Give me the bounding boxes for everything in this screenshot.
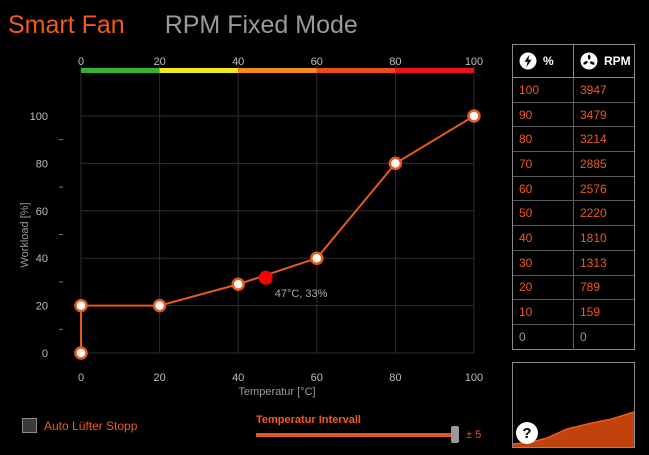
percent-cell: 60 <box>519 181 533 196</box>
x-tick-label: 20 <box>153 372 165 384</box>
current-point-marker <box>258 270 273 285</box>
current-point-label: 47°C, 33% <box>275 288 328 300</box>
rpm-cell: 159 <box>573 300 634 324</box>
temperature-scale-segment <box>159 68 239 73</box>
x-tick-label: 60 <box>311 372 323 384</box>
table-row: 40 1810 <box>513 226 634 251</box>
temperature-scale-segment <box>395 68 474 73</box>
temperature-scale-segment <box>316 68 396 73</box>
temperature-scale-tick-label: 0 <box>78 56 84 68</box>
percent-cell: 0 <box>519 330 526 345</box>
percent-cell: 100 <box>519 82 540 97</box>
rpm-cell: 3479 <box>573 102 634 127</box>
rpm-cell: 1810 <box>573 226 634 250</box>
temperature-scale-tick-label: 40 <box>232 56 244 68</box>
curve-point-handle[interactable] <box>74 298 88 313</box>
auto-stop-checkbox[interactable] <box>22 418 37 433</box>
x-tick-label: 80 <box>389 372 401 384</box>
table-row: 60 2576 <box>513 176 634 202</box>
fan-curve-line <box>80 115 475 353</box>
percent-cell: 10 <box>519 305 533 320</box>
table-row: 10 159 <box>513 300 634 325</box>
rpm-cell: 2220 <box>573 201 634 226</box>
tab-rpm-fixed-mode[interactable]: RPM Fixed Mode <box>164 11 358 39</box>
percent-cell: 30 <box>519 255 533 270</box>
rpm-cell: 2576 <box>573 176 634 201</box>
percent-cell: 20 <box>519 280 533 295</box>
curve-point-handle[interactable] <box>152 298 167 313</box>
rpm-table-header: % RPM <box>513 45 634 78</box>
help-button[interactable]: ? <box>516 422 538 444</box>
fan-curve-chart[interactable]: 0 20 40 60 80 100 0 20 40 60 80 100 0 20 40 60 80 100 T… <box>0 50 500 400</box>
curve-point-handle[interactable] <box>388 156 403 171</box>
interval-value: ± 5 <box>466 429 482 441</box>
interval-slider-thumb[interactable] <box>451 426 459 443</box>
rpm-cell: 2885 <box>573 152 634 176</box>
y-tick-labels: 0 20 40 60 80 100 <box>30 111 48 360</box>
temperature-color-scale: 0 20 40 60 80 100 <box>78 56 483 73</box>
interval-slider-track[interactable] <box>256 433 456 437</box>
percent-cell: 50 <box>519 206 533 221</box>
table-row: 100 3947 <box>513 78 634 103</box>
temperature-scale-tick-label: 80 <box>389 56 401 68</box>
percent-header-label: % <box>543 54 554 68</box>
percent-column-header: % <box>513 45 573 77</box>
x-tick-label: 40 <box>232 372 244 384</box>
percent-cell: 40 <box>519 230 533 245</box>
temperature-scale-tick-label: 20 <box>153 56 165 68</box>
table-row: 70 2885 <box>513 152 634 177</box>
rpm-column-header: RPM <box>573 45 634 77</box>
auto-stop-label: Auto Lüfter Stopp <box>44 418 138 433</box>
x-tick-label: 100 <box>465 372 483 384</box>
rpm-cell: 789 <box>573 275 634 300</box>
rpm-header-label: RPM <box>604 54 631 68</box>
interval-label: Temperatur Intervall <box>256 414 361 426</box>
rpm-cell: 1313 <box>573 250 634 275</box>
temperature-scale-tick-label: 100 <box>465 56 483 68</box>
table-row: 20 789 <box>513 275 634 301</box>
x-tick-label: 0 <box>78 372 84 384</box>
y-tick-label: 0 <box>42 348 48 360</box>
rpm-cell: 3947 <box>573 78 634 102</box>
y-tick-label: 100 <box>30 111 48 123</box>
y-minor-tick-marks <box>59 139 63 330</box>
auto-stop-toggle[interactable]: Auto Lüfter Stopp <box>22 418 137 433</box>
percent-cell: 90 <box>519 107 533 122</box>
chart-grid <box>80 60 475 354</box>
mode-tabs: Smart Fan RPM Fixed Mode <box>8 8 358 42</box>
y-tick-label: 60 <box>36 206 48 218</box>
rpm-table: % RPM 100 3947 90 3479 80 3214 70 2885 60 257… <box>512 44 635 350</box>
temperature-scale-tick-label: 60 <box>311 56 323 68</box>
table-row: 30 1313 <box>513 250 634 276</box>
temperature-scale-segment <box>81 68 160 73</box>
rpm-cell: 0 <box>573 324 634 350</box>
table-row: 50 2220 <box>513 201 634 227</box>
curve-point-handle[interactable] <box>74 346 88 360</box>
y-axis-label: Workload [%] <box>19 202 31 267</box>
curve-point-handle[interactable] <box>310 251 324 265</box>
curve-point-handle[interactable] <box>231 277 245 292</box>
fan-icon <box>580 52 598 70</box>
x-tick-labels: 0 20 40 60 80 100 <box>78 372 483 384</box>
percent-cell: 80 <box>519 132 533 147</box>
y-tick-label: 80 <box>36 158 48 170</box>
percent-cell: 70 <box>519 156 533 171</box>
curve-point-handle[interactable] <box>467 109 481 123</box>
rpm-cell: 3214 <box>573 127 634 152</box>
table-row: 90 3479 <box>513 102 634 128</box>
y-tick-label: 20 <box>36 301 48 313</box>
curve-points <box>74 109 481 360</box>
x-axis-label: Temperatur [°C] <box>238 386 315 398</box>
temperature-scale-segment <box>238 68 317 73</box>
table-row: 80 3214 <box>513 127 634 153</box>
lightning-icon <box>519 52 537 70</box>
y-tick-label: 40 <box>36 253 48 265</box>
tab-smart-fan[interactable]: Smart Fan <box>8 11 125 39</box>
